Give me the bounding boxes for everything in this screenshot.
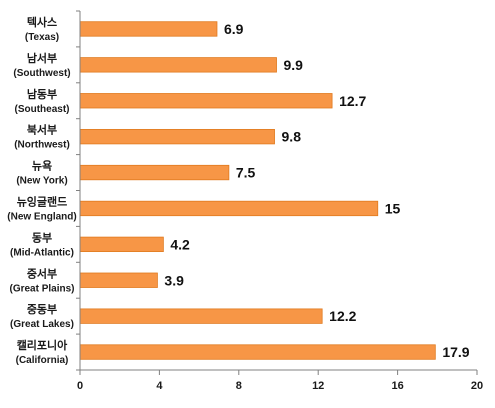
category-label-ko: 캘리포니아 [17, 338, 68, 352]
category-label-en: (New England) [7, 211, 76, 222]
value-label: 9.8 [282, 129, 302, 145]
value-label: 17.9 [442, 344, 469, 360]
category-label-ko: 텍사스 [27, 15, 57, 29]
category-label-ko: 중서부 [27, 266, 57, 280]
value-label: 12.2 [329, 308, 356, 324]
x-tick-label: 16 [391, 380, 403, 392]
bar [79, 272, 158, 288]
bar [79, 128, 275, 145]
category-label-en: (Great Lakes) [10, 319, 74, 330]
category-label-ko: 뉴욕 [32, 160, 52, 173]
value-labels: 6.9 9.9 12.7 9.8 7.5 15 4.2 3.9 12.2 17.9 [164, 21, 469, 360]
category-label-ko: 남서부 [27, 51, 57, 65]
bar [79, 93, 333, 109]
bar [79, 21, 218, 37]
x-tick-label: 12 [312, 380, 324, 392]
category-label-en: (Southwest) [13, 68, 70, 79]
category-label-ko: 남동부 [27, 88, 57, 101]
category-label-en: (Mid-Atlantic) [10, 247, 74, 258]
category-label-ko: 동부 [32, 231, 52, 244]
category-label-en: (Texas) [25, 32, 59, 43]
x-tick-label: 20 [471, 380, 483, 392]
category-label-ko: 중동부 [27, 303, 57, 316]
bar [79, 308, 323, 324]
value-label: 12.7 [339, 93, 366, 109]
bar [79, 164, 230, 181]
category-labels: 텍사스 (Texas) 남서부 (Southwest) 남동부 (Southeast) 북서… [7, 15, 76, 366]
category-label-en: (Great Plains) [9, 283, 74, 294]
value-label: 7.5 [236, 165, 256, 181]
value-label: 9.9 [284, 57, 304, 73]
value-label: 4.2 [170, 236, 190, 252]
bars [79, 21, 436, 360]
x-tick-label: 8 [236, 380, 242, 392]
bar [79, 236, 164, 253]
bar [79, 200, 379, 217]
category-label-en: (New York) [16, 176, 67, 187]
category-label-en: (Northwest) [14, 140, 70, 151]
category-label-ko: 북서부 [27, 123, 57, 137]
value-label: 6.9 [224, 21, 244, 37]
category-label-ko: 뉴잉글랜드 [17, 194, 68, 208]
category-label-en: (Southeast) [15, 104, 70, 115]
axes: 0 4 8 12 16 20 [76, 10, 483, 392]
bar [79, 344, 436, 360]
x-tick-label: 4 [156, 380, 163, 392]
value-label: 15 [385, 200, 401, 216]
bar [79, 57, 277, 73]
category-label-en: (California) [16, 355, 69, 366]
x-tick-label: 0 [77, 380, 83, 392]
value-label: 3.9 [164, 272, 184, 288]
